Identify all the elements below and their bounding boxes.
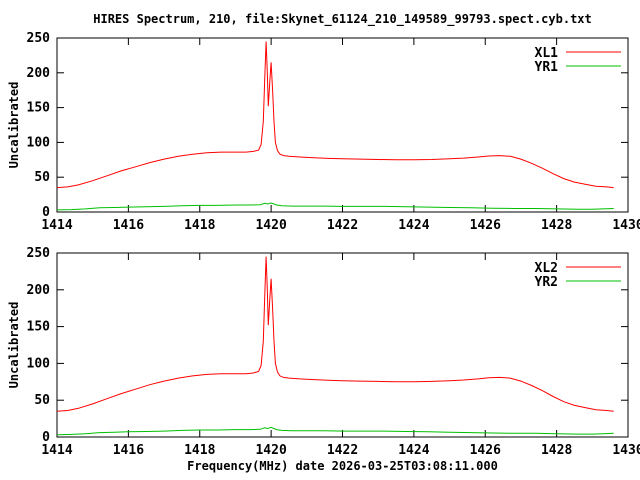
- y-tick-label: 100: [27, 135, 51, 150]
- x-tick-label: 1430: [612, 443, 640, 458]
- legend-label-XL2: XL2: [535, 261, 558, 276]
- y-axis-label: Uncalibrated: [7, 302, 21, 389]
- x-tick-label: 1414: [41, 218, 72, 233]
- y-tick-label: 250: [27, 31, 51, 46]
- x-tick-label: 1418: [184, 218, 215, 233]
- legend-label-YR2: YR2: [535, 275, 558, 290]
- y-tick-label: 250: [27, 246, 51, 261]
- y-tick-label: 100: [27, 356, 51, 371]
- x-tick-label: 1426: [470, 218, 501, 233]
- x-tick-label: 1422: [327, 443, 358, 458]
- y-tick-label: 50: [34, 393, 50, 408]
- x-tick-label: 1424: [398, 218, 429, 233]
- x-tick-label: 1414: [41, 443, 72, 458]
- chart-title: HIRES Spectrum, 210, file:Skynet_61124_2…: [93, 12, 592, 26]
- y-tick-label: 50: [34, 170, 50, 185]
- x-tick-label: 1424: [398, 443, 429, 458]
- legend-label-XL1: XL1: [535, 46, 559, 61]
- series-line-YR1: [56, 202, 614, 211]
- x-tick-label: 1416: [113, 443, 144, 458]
- legend-label-YR1: YR1: [535, 60, 559, 75]
- y-tick-label: 200: [27, 283, 51, 298]
- x-tick-label: 1428: [541, 218, 572, 233]
- series-line-XL2: [56, 256, 614, 412]
- y-tick-label: 200: [27, 66, 51, 81]
- x-tick-label: 1416: [113, 218, 144, 233]
- series-line-XL1: [56, 41, 614, 189]
- x-tick-label: 1428: [541, 443, 572, 458]
- x-tick-label: 1420: [255, 218, 286, 233]
- x-tick-label: 1420: [255, 443, 286, 458]
- series-line-YR2: [56, 426, 614, 436]
- y-tick-label: 0: [42, 430, 50, 445]
- x-tick-label: 1426: [470, 443, 501, 458]
- y-tick-label: 0: [42, 205, 50, 220]
- y-axis-label: Uncalibrated: [7, 82, 21, 169]
- y-tick-label: 150: [27, 101, 51, 116]
- x-tick-label: 1418: [184, 443, 215, 458]
- x-tick-label: 1422: [327, 218, 358, 233]
- x-axis-label: Frequency(MHz) date 2026-03-25T03:08:11.…: [187, 459, 498, 473]
- y-tick-label: 150: [27, 320, 51, 335]
- x-tick-label: 1430: [612, 218, 640, 233]
